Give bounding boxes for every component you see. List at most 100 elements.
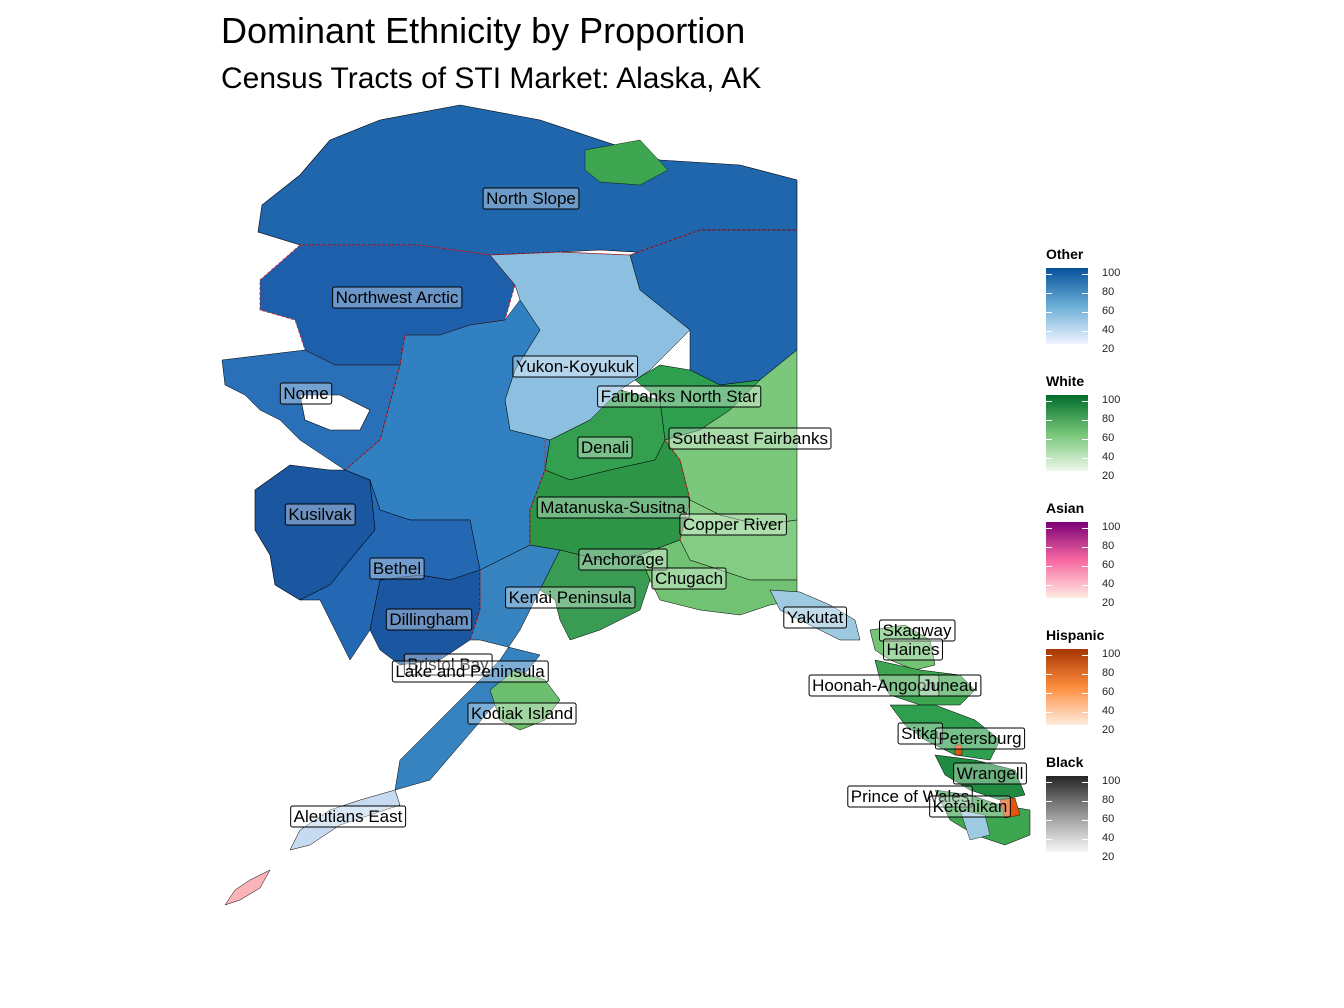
label-ketchikan: Ketchikan [929,795,1011,818]
label-text: Copper River [683,515,783,534]
legend-tick-mark [1046,439,1052,440]
legend-title: White [1046,373,1085,389]
label-text: Ketchikan [933,797,1008,816]
legend-tick-label: 40 [1102,451,1115,463]
label-wrangell: Wrangell [953,762,1027,785]
legend-tick-mark [1046,858,1052,859]
legend-title: Asian [1046,500,1085,516]
legend-tick-mark [1046,293,1052,294]
legend-tick-mark [1046,712,1052,713]
legend-tick-mark [1046,350,1052,351]
legend-tick-label: 80 [1102,286,1115,298]
legend-tick-label: 100 [1102,394,1121,406]
legend-tick-mark [1082,439,1088,440]
label-text: Bristol Bay [407,655,489,674]
legend-tick-mark [1046,274,1052,275]
legend-tick-mark [1082,312,1088,313]
label-nome: Nome [279,382,333,405]
legend-tick-mark [1046,604,1052,605]
label-skagway: Skagway [879,619,956,642]
label-text: Prince of Wales [851,787,969,806]
legend-tick-mark [1046,782,1052,783]
label-denali: Denali [577,436,633,459]
region-aleutians-east [289,789,401,851]
legend-colorbar [1046,395,1088,471]
legend-tick-mark [1046,331,1052,332]
label-chugach: Chugach [651,567,727,590]
region-juneau-hoonah [874,659,976,706]
label-petersburg: Petersburg [934,727,1026,750]
legend-colorbar [1046,776,1088,852]
legend-tick-mark [1046,585,1052,586]
legend-tick-mark [1082,420,1088,421]
legend-tick-mark [1046,458,1052,459]
label-sitka: Sitka [897,722,943,745]
legend-colorbar [1046,649,1088,725]
label-copper-river: Copper River [679,513,787,536]
region-northwest-arctic [259,244,516,366]
legend-tick-mark [1082,820,1088,821]
legend-tick-mark [1046,566,1052,567]
legend-tick-mark [1046,528,1052,529]
legend-tick-label: 100 [1102,775,1121,787]
label-text: Yakutat [787,608,844,627]
label-haines: Haines [883,638,943,661]
label-fairbanks-north-star: Fairbanks North Star [597,385,762,408]
legend-tick-mark [1082,528,1088,529]
label-text: Southeast Fairbanks [672,429,828,448]
region-wrangell [934,754,1026,801]
legend-tick-label: 80 [1102,413,1115,425]
label-text: Aleutians East [294,807,403,826]
borough-borders [300,229,797,641]
legend-tick-label: 40 [1102,324,1115,336]
legend-tick-label: 20 [1102,597,1115,609]
label-text: Haines [887,640,940,659]
map-regions [221,104,1031,906]
region-aleutians-west [224,869,271,906]
legend-tick-mark [1082,331,1088,332]
legend-tick-label: 100 [1102,267,1121,279]
label-text: Nome [283,384,328,403]
legend-tick-label: 60 [1102,559,1115,571]
label-text: North Slope [486,189,576,208]
label-text: Petersburg [938,729,1021,748]
label-text: Chugach [655,569,723,588]
label-dillingham: Dillingham [385,608,473,631]
legend-tick-mark [1082,350,1088,351]
legend-tick-mark [1082,585,1088,586]
region-north-slope-green [584,139,669,186]
legend-tick-mark [1082,604,1088,605]
legend-title: Black [1046,754,1084,770]
label-text: Sitka [901,724,939,743]
label-text: Juneau [922,676,978,695]
legend-tick-mark [1082,566,1088,567]
legend-tick-label: 100 [1102,521,1121,533]
label-lake-and-peninsula: Lake and Peninsula [391,660,549,683]
legend-tick-mark [1046,801,1052,802]
legend-tick-mark [1046,547,1052,548]
legend-tick-mark [1046,420,1052,421]
legend-tick-mark [1082,477,1088,478]
legend-title: Other [1046,246,1084,262]
region-kenai [539,549,651,641]
legend-tick-mark [1082,782,1088,783]
legend-tick-label: 20 [1102,343,1115,355]
label-text: Hoonah-Angoon [812,676,936,695]
legend-tick-label: 40 [1102,578,1115,590]
region-sitka-petersburg [889,704,1001,761]
borough-labels: North Slope Northwest Arctic Yukon-Koyukuk… [279,187,1027,828]
label-prince-of-wales: Prince of Wales [847,785,973,808]
region-skagway-haines [869,624,936,671]
legend-tick-mark [1082,731,1088,732]
label-hoonah-angoon: Hoonah-Angoon [808,674,940,697]
label-text: Anchorage [582,550,664,569]
legend-tick-mark [1082,674,1088,675]
label-matanuska-susitna: Matanuska-Susitna [536,496,690,519]
label-text: Yukon-Koyukuk [516,357,635,376]
legend-tick-mark [1046,477,1052,478]
legend-tick-mark [1082,858,1088,859]
label-yukon-koyukuk: Yukon-Koyukuk [512,355,639,378]
legend-tick-mark [1046,655,1052,656]
label-kusilvak: Kusilvak [284,503,356,526]
label-text: Lake and Peninsula [395,662,545,681]
